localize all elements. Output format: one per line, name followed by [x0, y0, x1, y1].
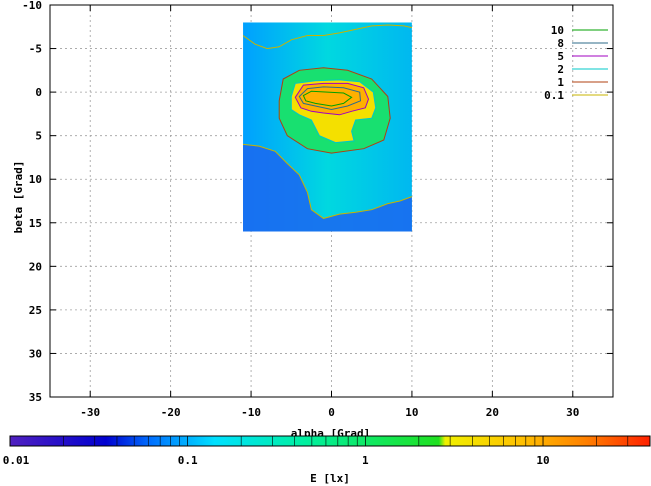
contour-1: [278, 67, 391, 154]
contour-0.1-lower: [243, 143, 412, 219]
contour-lines: [243, 24, 412, 219]
x-tick-label: 30: [566, 406, 579, 419]
legend-label: 10: [551, 24, 564, 37]
colorbar-ticks: 0.01 0.1 1 10: [3, 436, 651, 467]
heatmap-field: [243, 22, 412, 232]
colorbar: 0.01 0.1 1 10 E [lx]: [3, 435, 651, 485]
contour-10: [302, 90, 353, 107]
x-tick-label: 10: [405, 406, 418, 419]
legend-label: 1: [557, 76, 564, 89]
heatmap-low-region: [243, 144, 412, 232]
legend-label: 2: [557, 63, 564, 76]
colorbar-gradient: [9, 435, 651, 447]
colorbar-tick-label: 0.1: [178, 454, 198, 467]
y-tick-label: 10: [29, 173, 42, 186]
y-tick-label: 20: [29, 260, 42, 273]
x-tick-label: -10: [241, 406, 261, 419]
y-tick-label: 25: [29, 304, 42, 317]
y-tick-label: -10: [22, 0, 42, 12]
colorbar-tick-label: 1: [362, 454, 369, 467]
x-tick-label: 0: [328, 406, 335, 419]
y-tick-label: -5: [29, 43, 42, 56]
legend-label: 8: [557, 37, 564, 50]
y-tick-label: 30: [29, 347, 42, 360]
colorbar-tick-label: 10: [536, 454, 549, 467]
x-tick-label: -30: [80, 406, 100, 419]
colorbar-tick-label: 0.01: [3, 454, 30, 467]
contour-2: [290, 79, 377, 144]
colorbar-title: E [lx]: [310, 472, 350, 485]
legend-label: 5: [557, 50, 564, 63]
contour-8: [298, 86, 362, 111]
contour-0.1: [243, 24, 412, 50]
legend-label: 0.1: [544, 89, 564, 102]
y-axis-title: beta [Grad]: [12, 161, 25, 234]
y-tick-label: 35: [29, 391, 42, 404]
x-tick-label: -20: [161, 406, 181, 419]
y-tick-label: 0: [35, 86, 42, 99]
contour-5: [294, 82, 370, 116]
y-tick-label: 15: [29, 217, 42, 230]
y-tick-label: 5: [35, 130, 42, 143]
x-tick-label: 20: [486, 406, 499, 419]
